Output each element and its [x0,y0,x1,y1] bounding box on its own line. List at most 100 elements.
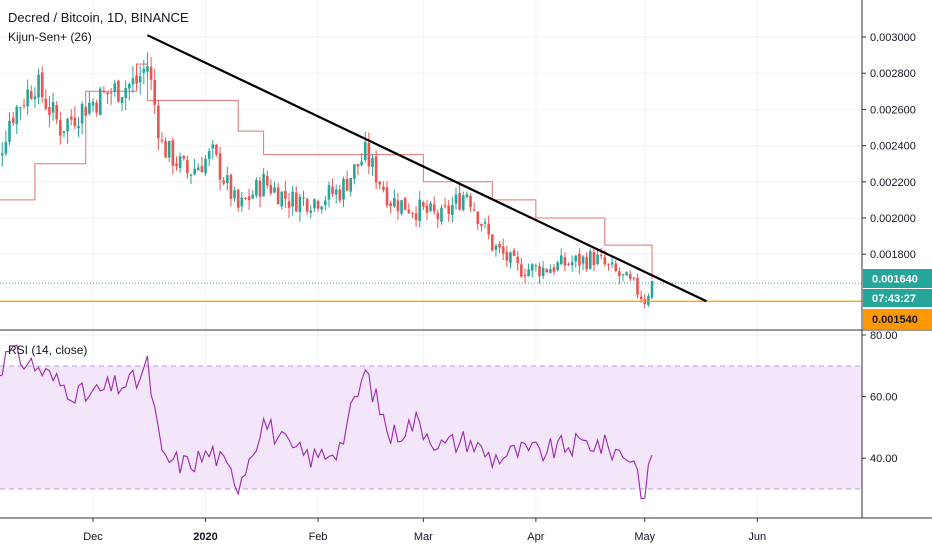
candle-body [167,141,171,158]
price-axis-label: 0.003000 [870,32,916,44]
candle-body [527,269,530,276]
candle-body [458,193,461,210]
candle-body [320,206,323,210]
candle-body [418,199,421,221]
candle-body [650,280,654,298]
candle-body [374,156,378,183]
indicator-legend-rsi[interactable]: RSI (14, close) [8,343,87,357]
svg-text:0.001540: 0.001540 [872,314,918,326]
candle-body [29,91,33,99]
candle-body [574,255,578,262]
candle-body [570,262,574,266]
candle-body [69,116,73,120]
candle-body [117,80,120,102]
indicator-legend-kijun[interactable]: Kijun-Sen+ (26) [8,30,92,44]
candle-body [40,72,44,98]
candle-body [302,197,305,199]
candle-body [596,254,599,265]
candle-body [164,141,167,158]
candle-body [207,151,211,159]
candle-body [284,190,287,199]
candle-body [324,200,327,206]
candle-body [124,88,127,98]
svg-text:0.001640: 0.001640 [872,274,918,286]
candle-body [545,269,549,272]
candle-body [120,97,124,104]
time-axis[interactable]: Dec 2020 Feb Mar Apr May Jun [83,518,766,543]
candle-body [618,271,621,277]
candle-body [305,198,309,212]
candle-body [567,263,570,265]
chart-title[interactable]: Decred / Bitcoin, 1D, BINANCE [8,10,189,25]
candle-body [251,194,255,199]
candle-body [19,107,22,109]
candle-body [541,267,545,277]
candle-body [530,264,534,271]
candle-body [135,75,138,84]
candle-body [157,105,160,139]
time-axis-label: Apr [527,531,544,543]
candle-body [447,205,451,214]
candle-body [215,144,218,155]
candle-body [313,199,316,209]
candle-body [51,102,55,113]
price-axis-label: 0.002400 [870,141,916,153]
candle-body [367,142,371,167]
candle-body [451,204,454,215]
candle-body [160,140,164,142]
candle-body [178,156,182,169]
candle-body [102,91,106,93]
candle-body [200,166,204,173]
candle-body [429,203,432,211]
rsi-axis[interactable]: 80.00 60.00 40.00 [862,330,898,465]
candle-body [385,187,389,206]
candle-body [73,117,77,127]
candle-body [422,202,425,207]
candle-body [520,264,523,277]
candle-body [338,189,342,201]
rsi-axis-label: 60.00 [870,392,898,404]
candle-body [465,194,469,197]
candle-body [22,104,26,106]
support-price-tag: 0.001540 [863,309,932,329]
candle-body [106,92,109,95]
candle-body [603,257,607,265]
rsi-axis-label: 80.00 [870,330,898,342]
candle-body [196,167,200,171]
price-axis-label: 0.001800 [870,249,916,261]
price-axis-label: 0.002600 [870,104,916,116]
candle-body [211,144,215,149]
candle-body [193,168,196,175]
candle-body [26,89,29,107]
candle-body [342,178,345,200]
candle-body [349,177,353,192]
candle-body [480,223,483,226]
candle-body [294,192,298,212]
candle-body [432,204,436,212]
candle-body [280,191,284,207]
candle-body [443,205,447,207]
candle-body [244,197,247,199]
candle-body [440,207,443,222]
candle-body [501,246,505,254]
price-axis[interactable]: 0.003000 0.002800 0.002600 0.002400 0.002200… [862,32,916,261]
candle-body [33,96,37,100]
candle-body [316,201,320,209]
rsi-band [0,366,862,489]
candle-body [186,160,189,174]
candle-body [59,120,62,136]
candle-body [91,101,95,106]
candle-body [461,195,465,210]
time-axis-label: 2020 [193,531,217,543]
candle-body [578,253,581,266]
candle-body [585,257,588,269]
candle-body [589,251,592,269]
candle-body [327,185,331,200]
candle-body [392,198,396,207]
candle-body [592,252,596,266]
candle-body [66,118,69,132]
candle-body [610,262,614,265]
candle-body [44,98,48,109]
candle-body [356,164,360,167]
